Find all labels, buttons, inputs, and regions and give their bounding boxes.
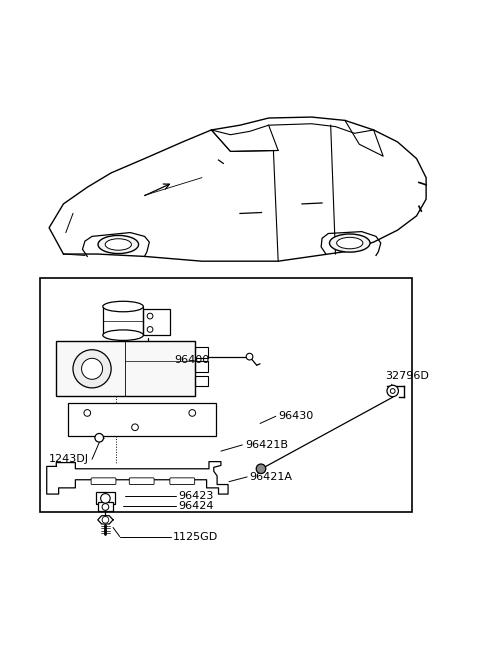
Ellipse shape xyxy=(329,234,370,252)
Circle shape xyxy=(84,409,91,417)
Ellipse shape xyxy=(105,239,132,250)
Bar xyxy=(96,492,115,504)
Text: 96421A: 96421A xyxy=(250,472,292,482)
Ellipse shape xyxy=(103,330,144,340)
Text: 1125GD: 1125GD xyxy=(173,531,218,542)
Circle shape xyxy=(390,388,395,394)
Circle shape xyxy=(102,504,109,510)
Text: 1243DJ: 1243DJ xyxy=(49,454,89,464)
Circle shape xyxy=(256,464,266,474)
Bar xyxy=(195,361,208,372)
Circle shape xyxy=(73,350,111,388)
Circle shape xyxy=(189,409,196,417)
Circle shape xyxy=(101,493,110,503)
Circle shape xyxy=(387,385,398,397)
Ellipse shape xyxy=(103,301,144,312)
FancyBboxPatch shape xyxy=(170,478,195,485)
Ellipse shape xyxy=(98,236,139,254)
Circle shape xyxy=(102,516,109,523)
Circle shape xyxy=(95,434,104,442)
Text: 96423: 96423 xyxy=(178,491,213,501)
Bar xyxy=(195,347,208,358)
Circle shape xyxy=(147,313,153,319)
Text: 96430: 96430 xyxy=(278,411,313,421)
Bar xyxy=(56,341,195,396)
FancyBboxPatch shape xyxy=(129,478,154,485)
Bar xyxy=(195,376,208,386)
Bar xyxy=(39,278,412,512)
Circle shape xyxy=(147,327,153,333)
Text: 96424: 96424 xyxy=(178,501,214,510)
Circle shape xyxy=(82,358,103,379)
Text: 32796D: 32796D xyxy=(385,371,430,380)
Bar xyxy=(68,403,216,436)
Text: 96400: 96400 xyxy=(175,356,210,365)
Bar xyxy=(144,309,169,335)
Text: 96421B: 96421B xyxy=(245,440,288,450)
Bar xyxy=(98,502,113,511)
FancyBboxPatch shape xyxy=(91,478,116,485)
Ellipse shape xyxy=(336,237,363,249)
Circle shape xyxy=(246,354,253,360)
Circle shape xyxy=(132,424,138,430)
